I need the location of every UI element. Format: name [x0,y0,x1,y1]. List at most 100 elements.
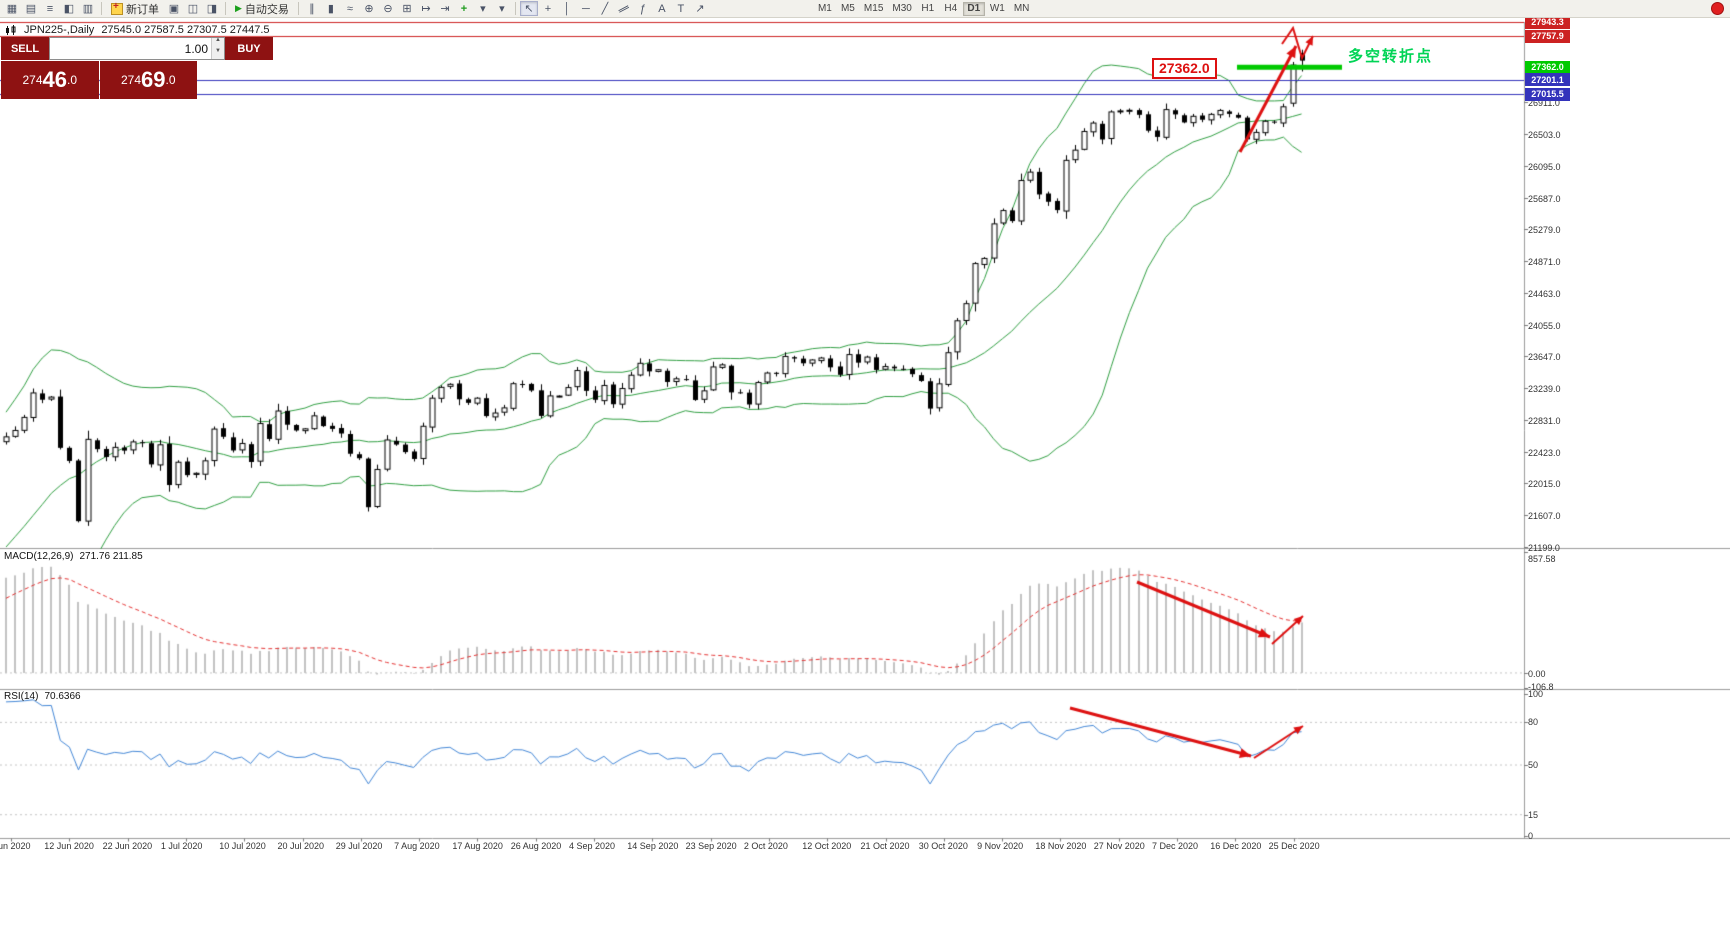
new-order-button[interactable]: 新订单 [106,1,164,16]
candlestick-icon [6,24,16,35]
time-axis-label: 26 Aug 2020 [510,841,562,851]
arrows-icon[interactable]: ↗ [691,1,709,16]
macd-axis-label: 0.00 [1528,668,1546,679]
price-axis-label: 22015.0 [1528,479,1561,490]
price-annotation-box: 27362.0 [1152,58,1217,79]
timeframe-button-h4[interactable]: H4 [940,2,962,16]
time-axis-label: 30 Oct 2020 [918,841,968,851]
vertical-line-icon[interactable]: │ [558,1,576,16]
time-axis-label: 4 Sep 2020 [569,841,616,851]
timeframe-button-m30[interactable]: M30 [888,2,915,16]
chart-symbol-period: JPN225-,Daily [24,24,95,36]
label-icon[interactable]: T [672,1,690,16]
timeframe-button-m15[interactable]: M15 [860,2,887,16]
price-axis-label: 24463.0 [1528,288,1561,299]
new-chart-icon[interactable]: ▦ [3,1,21,16]
time-axis-label: 2 Oct 2020 [743,841,788,851]
timeframe-button-h1[interactable]: H1 [917,2,939,16]
toolbar-separator [225,2,226,15]
candlestick-chart-icon[interactable]: ▮ [322,1,340,16]
timeframe-button-d1[interactable]: D1 [962,1,985,16]
history-center-icon[interactable]: ◨ [203,1,221,16]
buy-button[interactable]: BUY [225,37,273,60]
timeframe-button-m1[interactable]: M1 [814,2,836,16]
trend-note-text: 多空转折点 [1348,48,1434,65]
new-order-icon [111,1,123,15]
crosshair-icon[interactable]: + [539,1,557,16]
market-watch-icon[interactable]: ≡ [41,1,59,16]
rsi-indicator-label: RSI(14) 70.6366 [4,691,81,702]
price-axis-label: 23239.0 [1528,384,1561,395]
zoom-in-icon[interactable]: ⊕ [360,1,378,16]
bar-chart-icon[interactable]: ∥ [303,1,321,16]
price-line-label: 27757.9 [1525,29,1570,43]
rsi-axis-label: 100 [1528,689,1544,699]
price-axis-label: 26503.0 [1528,130,1561,141]
text-icon[interactable]: A [653,1,671,16]
rsi-axis-label: 50 [1528,760,1539,770]
macd-name: MACD(12,26,9) [4,551,74,562]
chart-shift-icon[interactable]: ⇥ [436,1,454,16]
time-axis-label: 10 Jul 2020 [219,841,266,851]
price-line-label: 27943.3 [1525,15,1570,29]
time-axis-label: 16 Dec 2020 [1210,841,1262,851]
macd-indicator-label: MACD(12,26,9) 271.76 211.85 [4,551,143,562]
templates-icon[interactable]: ▾ [493,1,511,16]
price-line-label: 27015.5 [1525,87,1570,101]
buy-price[interactable]: 274 69.0 [99,61,197,99]
autotrading-button[interactable]: ▶ 自动交易 [230,1,294,16]
time-axis-label: 14 Sep 2020 [627,841,679,851]
timeframe-toolbar: M1 M5 M15 M30 H1 H4 D1 W1 MN [814,1,1034,16]
time-axis-label: 20 Jul 2020 [277,841,325,851]
price-line-label: 27362.0 [1525,60,1570,74]
price-axis-label: 21199.0 [1528,543,1560,553]
price-axis-label: 24871.0 [1528,257,1561,268]
chart-ohlc-values: 27545.0 27587.5 27307.5 27447.5 [101,24,270,36]
tile-windows-icon[interactable]: ⊞ [398,1,416,16]
timeframe-button-mn[interactable]: MN [1010,2,1034,16]
line-chart-icon[interactable]: ≈ [341,1,359,16]
metaeditor-icon[interactable]: ▣ [165,1,183,16]
strategy-tester-icon[interactable]: ◫ [184,1,202,16]
navigator-icon[interactable]: ◧ [60,1,78,16]
zoom-out-icon[interactable]: ⊖ [379,1,397,16]
notification-badge-icon[interactable] [1711,2,1724,15]
profiles-icon[interactable]: ▤ [22,1,40,16]
trendline-icon[interactable]: ╱ [596,1,614,16]
time-axis-label: 25 Dec 2020 [1268,841,1320,851]
price-axis-label: 25279.0 [1528,225,1561,236]
cursor-icon[interactable]: ↖ [519,1,538,16]
timeframe-button-w1[interactable]: W1 [986,2,1009,16]
price-line-label: 27201.1 [1525,73,1570,87]
timeframe-button-m5[interactable]: M5 [837,2,859,16]
rsi-axis-label: 0 [1528,831,1534,841]
toolbar-separator [514,2,516,15]
sell-price[interactable]: 274 46.0 [1,61,99,99]
macd-axis-label: 857.58 [1528,554,1556,564]
volume-up-button[interactable]: ▲ [212,37,224,49]
time-axis-label: 27 Nov 2020 [1093,841,1145,851]
channel-icon[interactable]: ∥ [615,1,633,16]
terminal-icon[interactable]: ▥ [79,1,97,16]
auto-scroll-icon[interactable]: ↦ [417,1,435,16]
time-axis-label: 29 Jul 2020 [335,841,383,851]
time-axis-label: 3 Jun 2020 [0,841,31,851]
price-axis-label: 23647.0 [1528,352,1561,363]
volume-down-button[interactable]: ▼ [212,48,224,59]
fibonacci-icon[interactable]: ƒ [634,1,652,16]
rsi-axis-label: 15 [1528,809,1539,820]
main-toolbar: ▦▤≡◧▥ 新订单 ▣◫◨ ▶ 自动交易 ∥▮≈⊕⊖⊞↦⇥+▾▾ ↖+│─╱∥ƒ… [0,0,1730,18]
time-axis-label: 21 Oct 2020 [860,841,910,851]
volume-input[interactable] [50,38,211,59]
indicators-icon[interactable]: + [455,1,473,16]
horizontal-line-icon[interactable]: ─ [577,1,595,16]
toolbar-separator [101,2,102,15]
toolbar-separator [297,2,299,15]
time-axis-label: 17 Aug 2020 [452,841,503,851]
sell-button[interactable]: SELL [1,37,49,60]
periods-dropdown-icon[interactable]: ▾ [474,1,492,16]
volume-box: ▲ ▼ [49,37,225,60]
time-axis-label: 7 Dec 2020 [1152,841,1199,851]
